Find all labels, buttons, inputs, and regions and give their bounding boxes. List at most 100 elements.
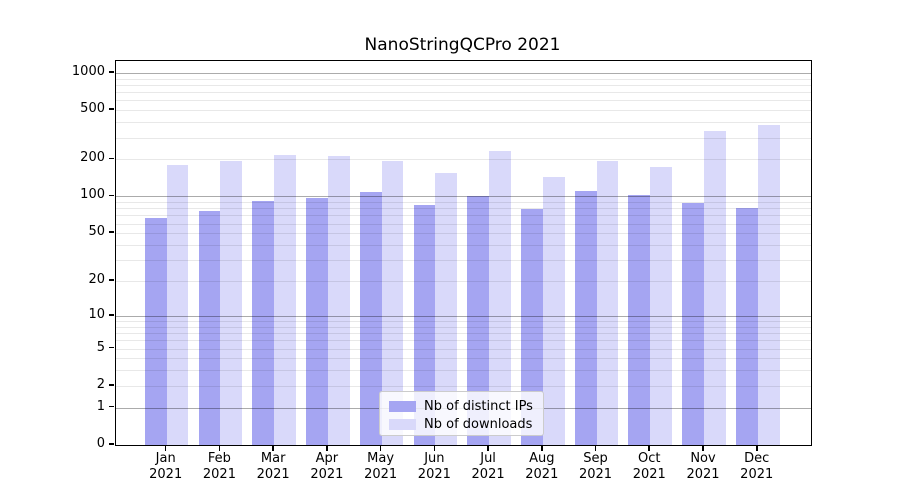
y-tick-label-1: 1 bbox=[96, 398, 105, 414]
y-tick-label-0: 0 bbox=[96, 436, 105, 451]
gridline-90 bbox=[116, 202, 811, 204]
gridline-60 bbox=[116, 223, 811, 225]
x-tick-label-aug: Aug 2021 bbox=[514, 451, 570, 483]
x-tick-label-feb: Feb 2021 bbox=[191, 451, 247, 483]
y-tick-500 bbox=[109, 108, 114, 110]
y-tick-label-100: 100 bbox=[80, 187, 105, 203]
x-tick-month: Jan bbox=[155, 451, 176, 466]
bar-downloads-jul bbox=[489, 151, 511, 445]
legend-item-downloads: Nb of downloads bbox=[389, 416, 543, 433]
legend-label-downloads: Nb of downloads bbox=[424, 417, 533, 432]
x-tick-month: Jul bbox=[480, 451, 496, 466]
y-tick-label-10: 10 bbox=[88, 306, 105, 322]
gridline-50 bbox=[116, 233, 811, 235]
x-tick-apr bbox=[326, 445, 328, 451]
x-tick-label-jun: Jun 2021 bbox=[406, 451, 462, 483]
x-tick-year: 2021 bbox=[149, 467, 183, 482]
x-tick-year: 2021 bbox=[740, 467, 774, 482]
gridline-4 bbox=[116, 358, 811, 360]
x-tick-month: Oct bbox=[638, 451, 661, 466]
y-tick-label-200: 200 bbox=[80, 150, 105, 166]
gridline-40 bbox=[116, 245, 811, 246]
x-tick-label-jan: Jan 2021 bbox=[138, 451, 194, 483]
gridline-70 bbox=[116, 215, 811, 217]
gridline-5 bbox=[116, 348, 811, 350]
bar-downloads-jun bbox=[435, 172, 458, 445]
x-tick-sep bbox=[594, 445, 597, 451]
x-tick-jun bbox=[433, 445, 436, 451]
x-tick-may bbox=[379, 445, 382, 451]
legend-swatch-distinct-ips bbox=[389, 401, 416, 412]
x-tick-year: 2021 bbox=[202, 467, 236, 482]
bar-downloads-may bbox=[381, 160, 404, 445]
chart-title: NanoStringQCPro 2021 bbox=[364, 35, 561, 55]
x-tick-month: May bbox=[367, 451, 395, 466]
gridline-8 bbox=[116, 326, 811, 328]
x-tick-label-mar: Mar 2021 bbox=[245, 451, 301, 483]
x-tick-year: 2021 bbox=[471, 467, 505, 482]
gridline-80 bbox=[116, 208, 811, 210]
bar-downloads-dec bbox=[757, 124, 780, 445]
bar-downloads-nov bbox=[704, 130, 726, 445]
bar-distinct-ips-feb bbox=[198, 211, 221, 445]
gridline-600 bbox=[116, 100, 811, 102]
x-tick-mar bbox=[272, 445, 274, 451]
bar-distinct-ips-mar bbox=[252, 200, 275, 445]
gridline-700 bbox=[116, 92, 811, 94]
gridline-100 bbox=[116, 196, 811, 198]
bar-distinct-ips-dec bbox=[735, 208, 758, 445]
bar-downloads-mar bbox=[274, 154, 296, 445]
y-tick-label-1000: 1000 bbox=[71, 63, 105, 79]
x-tick-label-dec: Dec 2021 bbox=[729, 451, 785, 483]
bar-distinct-ips-nov bbox=[682, 202, 704, 445]
x-tick-month: Apr bbox=[315, 451, 339, 466]
bar-downloads-apr bbox=[327, 155, 350, 445]
gridline-200 bbox=[116, 159, 811, 161]
y-tick-5 bbox=[109, 346, 114, 349]
x-tick-year: 2021 bbox=[525, 467, 559, 482]
legend-swatch-downloads bbox=[389, 419, 416, 430]
gridline-900 bbox=[116, 78, 811, 80]
y-tick-200 bbox=[109, 157, 114, 160]
gridline-2 bbox=[116, 385, 811, 387]
x-tick-year: 2021 bbox=[310, 467, 344, 482]
y-tick-10 bbox=[109, 314, 114, 316]
gridline-9 bbox=[116, 321, 811, 322]
x-tick-year: 2021 bbox=[578, 467, 613, 482]
gridline-800 bbox=[116, 84, 811, 86]
gridline-20 bbox=[116, 281, 811, 283]
gridline-400 bbox=[116, 122, 811, 124]
x-tick-label-apr: Apr 2021 bbox=[299, 451, 355, 483]
y-tick-label-20: 20 bbox=[88, 272, 105, 288]
gridline-6 bbox=[116, 340, 811, 342]
bar-distinct-ips-sep bbox=[574, 190, 597, 445]
x-tick-year: 2021 bbox=[364, 467, 398, 482]
x-tick-month: Mar bbox=[260, 451, 286, 466]
bar-distinct-ips-jun bbox=[413, 204, 436, 445]
x-tick-month: Nov bbox=[690, 451, 716, 466]
gridline-10 bbox=[116, 315, 811, 317]
bar-distinct-ips-may bbox=[359, 192, 382, 445]
bar-downloads-oct bbox=[650, 166, 673, 445]
y-tick-label-500: 500 bbox=[80, 101, 105, 117]
x-tick-nov bbox=[702, 445, 704, 451]
legend-label-distinct-ips: Nb of distinct IPs bbox=[424, 399, 533, 414]
x-tick-oct bbox=[648, 445, 651, 451]
x-tick-month: Sep bbox=[583, 451, 608, 466]
y-tick-label-5: 5 bbox=[96, 339, 105, 355]
gridline-1000 bbox=[116, 72, 811, 74]
gridline-500 bbox=[116, 110, 811, 112]
bar-distinct-ips-oct bbox=[628, 195, 651, 445]
x-tick-jul bbox=[487, 445, 489, 451]
x-tick-month: Jun bbox=[424, 451, 445, 466]
x-tick-month: Dec bbox=[744, 451, 770, 466]
y-tick-1 bbox=[109, 405, 114, 408]
bar-downloads-jan bbox=[166, 165, 189, 445]
y-tick-label-50: 50 bbox=[88, 224, 105, 240]
gridline-300 bbox=[116, 137, 811, 139]
bar-distinct-ips-aug bbox=[521, 209, 543, 445]
bar-downloads-sep bbox=[596, 160, 619, 445]
y-tick-20 bbox=[109, 279, 114, 281]
gridline-30 bbox=[116, 260, 811, 262]
bar-downloads-feb bbox=[220, 160, 243, 445]
